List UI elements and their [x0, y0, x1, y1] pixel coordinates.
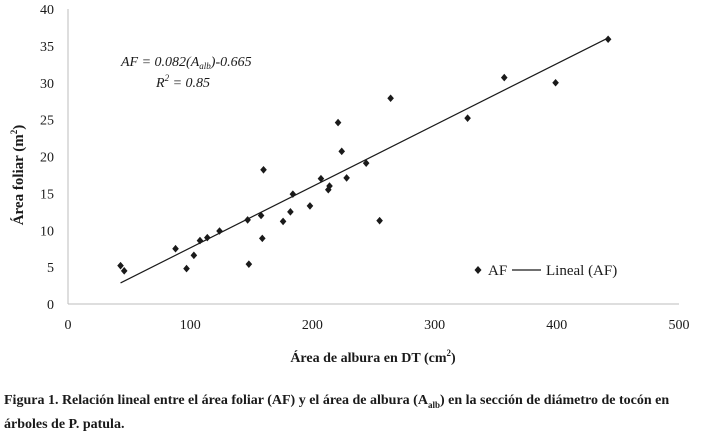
x-tick-label: 400: [546, 318, 567, 333]
data-point: [287, 208, 294, 216]
legend-label-af: AF: [488, 263, 507, 279]
caption-text-start: Figura 1. Relación lineal entre el área …: [4, 393, 428, 408]
data-point: [464, 114, 471, 122]
y-tick-label: 0: [47, 298, 54, 313]
data-point: [604, 35, 612, 44]
legend-label-lineal: Lineal (AF): [546, 263, 617, 279]
trendline: [120, 37, 609, 284]
y-tick-label: 10: [40, 224, 54, 239]
legend: AF Lineal (AF): [474, 263, 617, 279]
caption-text-end: ) en la sección de diámetro de tocón en …: [4, 393, 670, 432]
data-point: [204, 233, 211, 242]
x-tick-label: 500: [669, 318, 690, 333]
data-point: [183, 264, 190, 273]
y-axis-title-superscript: 2: [9, 129, 19, 134]
data-point: [289, 190, 297, 198]
equation-suffix: )-0.665: [210, 55, 252, 70]
y-tick-label: 25: [40, 114, 54, 129]
y-tick-labels: 0 5 10 15 20 25 30 35 40: [40, 3, 54, 313]
data-point: [317, 174, 325, 183]
data-point: [216, 227, 223, 235]
x-tick-label: 200: [302, 318, 323, 333]
r-squared-label: R2 = 0.85: [155, 73, 210, 91]
equation-subscript: alb: [199, 61, 211, 71]
x-axis-title: Área de albura en DT (cm2): [290, 348, 456, 366]
data-point: [334, 118, 342, 127]
data-point: [500, 73, 508, 82]
y-axis-title: Área foliar (m2): [9, 125, 27, 226]
y-tick-label: 5: [47, 261, 54, 276]
equation-label: AF = 0.082(Aalb)-0.665: [120, 55, 252, 71]
x-tick-label: 0: [65, 318, 72, 333]
data-point: [306, 202, 314, 210]
data-point: [343, 174, 350, 182]
x-tick-label: 100: [180, 318, 201, 333]
data-point: [260, 165, 267, 174]
x-tick-labels: 0 100 200 300 400 500: [65, 318, 690, 333]
data-point: [376, 216, 383, 225]
data-point: [245, 260, 253, 268]
data-points: [117, 35, 612, 275]
figure-caption: Figura 1. Relación lineal entre el área …: [4, 391, 716, 434]
data-point: [244, 216, 251, 224]
data-point: [190, 251, 198, 260]
scatter-chart: 0 5 10 15 20 25 30 35 40 0 100 200 300 400 500 AF = 0…: [9, 3, 690, 366]
data-point: [196, 236, 204, 245]
caption-subscript: alb: [427, 399, 440, 410]
data-point: [338, 147, 346, 156]
y-axis-title-end: ): [11, 125, 27, 130]
data-point: [117, 261, 124, 270]
y-tick-label: 20: [40, 151, 54, 166]
x-tick-label: 300: [424, 318, 445, 333]
r-squared-suffix: = 0.85: [169, 76, 210, 91]
x-axis-title-end: ): [451, 351, 456, 366]
data-point: [257, 211, 265, 220]
legend-diamond-marker: [474, 266, 482, 274]
data-point: [120, 267, 128, 275]
chart-axes: [67, 9, 679, 305]
data-point: [387, 94, 394, 103]
y-tick-label: 30: [40, 77, 54, 92]
data-point: [552, 78, 559, 87]
data-point: [172, 244, 179, 253]
trendline-layer: [120, 37, 609, 284]
data-point: [326, 182, 333, 190]
data-point: [362, 159, 370, 167]
y-tick-label: 40: [40, 3, 54, 18]
x-axis-title-superscript: 2: [447, 348, 452, 358]
y-tick-label: 35: [40, 40, 54, 55]
y-tick-label: 15: [40, 187, 54, 202]
data-point: [258, 234, 266, 243]
data-point: [279, 217, 287, 226]
r-squared-superscript: 2: [165, 73, 170, 83]
